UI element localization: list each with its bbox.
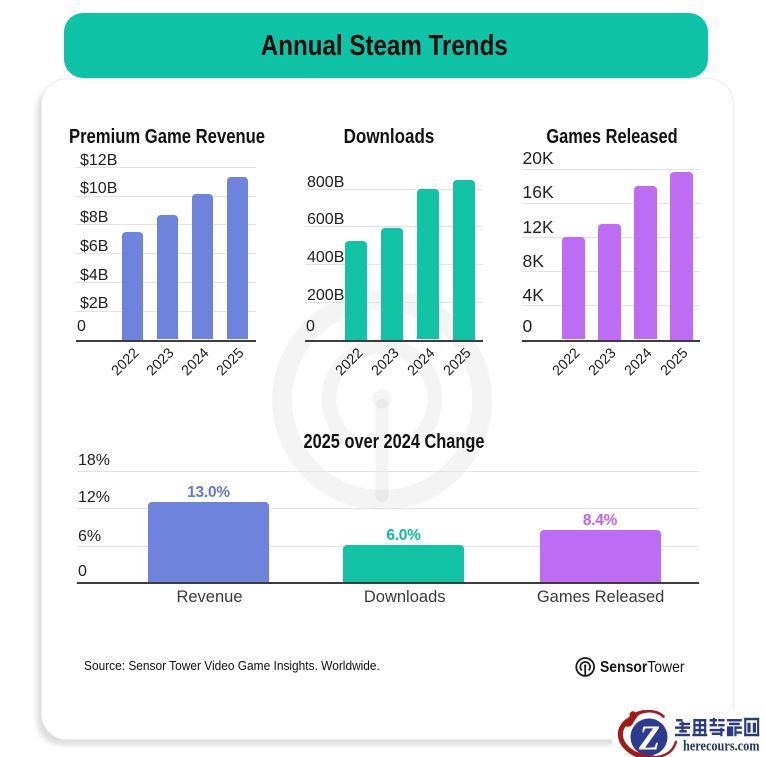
svg-text:Z: Z (638, 719, 660, 757)
svg-text:herecours.com: herecours.com (683, 738, 760, 755)
svg-text:SensorTower: SensorTower (600, 659, 685, 676)
